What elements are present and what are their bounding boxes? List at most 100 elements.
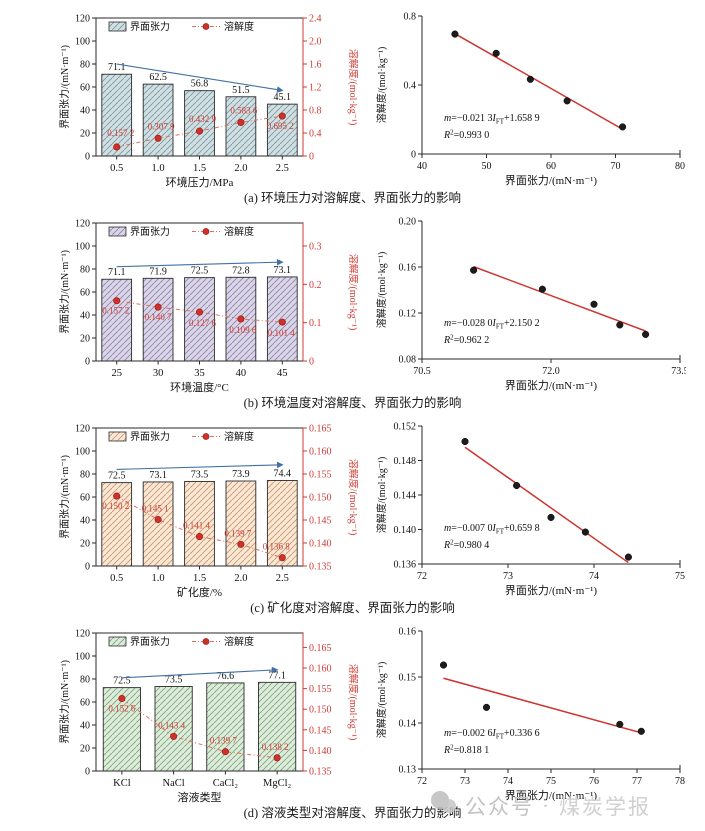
svg-text:73.1: 73.1 — [274, 265, 292, 276]
svg-text:76: 76 — [589, 776, 599, 787]
svg-text:0.152 6: 0.152 6 — [108, 703, 136, 713]
svg-text:环境压力/MPa: 环境压力/MPa — [166, 175, 234, 189]
svg-text:0.16: 0.16 — [399, 627, 417, 638]
svg-text:0.135: 0.135 — [309, 767, 332, 778]
svg-text:80: 80 — [80, 265, 90, 276]
svg-text:60: 60 — [80, 698, 90, 709]
svg-text:0.5: 0.5 — [110, 163, 123, 174]
svg-text:73.5: 73.5 — [165, 674, 183, 685]
svg-text:溶解度: 溶解度 — [224, 635, 254, 648]
svg-text:20: 20 — [80, 744, 90, 755]
svg-text:73.1: 73.1 — [149, 470, 167, 481]
svg-text:20: 20 — [80, 539, 90, 550]
svg-text:77.1: 77.1 — [268, 670, 286, 681]
svg-text:界面张力/(mN·m⁻¹): 界面张力/(mN·m⁻¹) — [505, 789, 598, 802]
svg-text:界面张力/(mN·m⁻¹): 界面张力/(mN·m⁻¹) — [58, 660, 71, 744]
panel-c-charts: 72.5 73.1 73.5 73.9 74.4 0 20 40 60 80 100 120 0.135… — [0, 416, 705, 600]
svg-text:0.13: 0.13 — [399, 765, 417, 776]
svg-text:溶解度: 溶解度 — [224, 430, 254, 443]
svg-text:72.0: 72.0 — [542, 366, 560, 377]
svg-text:72.5: 72.5 — [108, 471, 126, 482]
panel-a: 71.1 62.5 56.8 51.5 45.1 0 20 40 60 80 100 120 0 0.4 0… — [0, 6, 705, 206]
svg-text:71.1: 71.1 — [108, 62, 126, 73]
svg-text:0.5: 0.5 — [110, 573, 123, 584]
svg-text:0.152: 0.152 — [394, 422, 417, 433]
panel-d-bar-chart: 72.5 73.5 76.6 77.1 0 20 40 60 80 100 120 0.135 0.14… — [58, 621, 360, 805]
svg-text:40: 40 — [80, 721, 90, 732]
svg-text:MgCl₂: MgCl₂ — [263, 778, 292, 789]
svg-text:51.5: 51.5 — [232, 85, 250, 96]
svg-text:0.2: 0.2 — [309, 280, 322, 291]
svg-text:0.20: 0.20 — [399, 217, 417, 228]
svg-text:0.136 8: 0.136 8 — [263, 542, 291, 552]
svg-text:0.157 2: 0.157 2 — [102, 306, 129, 316]
svg-text:74.4: 74.4 — [274, 468, 292, 479]
panel-b-charts: 71.1 71.9 72.5 72.8 73.1 0 20 40 60 80 100 120 0 0.1 0… — [0, 211, 705, 395]
panel-a-caption: (a) 环境压力对溶解度、界面张力的影响 — [244, 191, 461, 205]
panel-c: 72.5 73.1 73.5 73.9 74.4 0 20 40 60 80 100 120 0.135… — [0, 416, 705, 616]
scatter-chart-svg: 70.5 72.0 73.5 0.08 0.12 0.16 0.20 界面张力/(mN·m⁻¹… — [375, 217, 689, 393]
svg-text:0.101 4: 0.101 4 — [268, 328, 296, 338]
svg-text:0.150 2: 0.150 2 — [102, 501, 129, 511]
svg-text:73: 73 — [460, 776, 470, 787]
svg-text:0.138 2: 0.138 2 — [262, 742, 289, 752]
svg-text:0.165: 0.165 — [309, 424, 332, 435]
svg-text:界面张力/(mN·m⁻¹): 界面张力/(mN·m⁻¹) — [505, 584, 598, 597]
svg-text:0.12: 0.12 — [399, 309, 417, 320]
svg-text:0.4: 0.4 — [404, 81, 417, 92]
svg-text:0.136: 0.136 — [394, 560, 417, 571]
svg-text:溶解度/(mol·kg⁻¹): 溶解度/(mol·kg⁻¹) — [376, 662, 388, 739]
svg-text:73.5: 73.5 — [191, 469, 209, 480]
svg-text:0.140: 0.140 — [309, 539, 332, 550]
svg-text:界面张力/(mN·m⁻¹): 界面张力/(mN·m⁻¹) — [58, 45, 71, 129]
svg-text:溶解度/(mol·kg⁻¹): 溶解度/(mol·kg⁻¹) — [347, 664, 358, 741]
svg-text:73.5: 73.5 — [671, 366, 686, 377]
svg-text:2.5: 2.5 — [276, 573, 289, 584]
svg-text:40: 40 — [417, 161, 427, 172]
svg-text:80: 80 — [80, 675, 90, 686]
svg-text:74: 74 — [503, 776, 513, 787]
svg-text:m=−0.007 0IFT+0.659 8: m=−0.007 0IFT+0.659 8 — [444, 523, 540, 536]
svg-text:56.8: 56.8 — [191, 79, 209, 90]
svg-text:KCl: KCl — [113, 778, 131, 789]
svg-text:72: 72 — [417, 571, 427, 582]
svg-text:0.14: 0.14 — [399, 719, 417, 730]
svg-text:35: 35 — [194, 368, 205, 379]
svg-text:0.143 4: 0.143 4 — [158, 720, 186, 730]
svg-text:R2=0.818 1: R2=0.818 1 — [443, 744, 489, 757]
svg-text:R2=0.993 0: R2=0.993 0 — [443, 129, 489, 142]
svg-text:溶解度/(mol·kg⁻¹): 溶解度/(mol·kg⁻¹) — [376, 47, 388, 124]
svg-text:1.5: 1.5 — [193, 573, 206, 584]
svg-text:60: 60 — [80, 288, 90, 299]
svg-text:溶解度/(mol·kg⁻¹): 溶解度/(mol·kg⁻¹) — [347, 49, 358, 126]
svg-text:0.695 2: 0.695 2 — [267, 121, 294, 131]
svg-text:0.160: 0.160 — [309, 447, 332, 458]
panel-d: 72.5 73.5 76.6 77.1 0 20 40 60 80 100 120 0.135 0.14… — [0, 621, 705, 821]
svg-text:0.145: 0.145 — [309, 516, 332, 527]
svg-text:0.150: 0.150 — [309, 493, 332, 504]
svg-text:m=−0.021 3IFT+1.658 9: m=−0.021 3IFT+1.658 9 — [444, 113, 540, 126]
svg-text:71.9: 71.9 — [149, 266, 167, 277]
svg-text:0: 0 — [411, 150, 416, 161]
svg-text:R2=0.980 4: R2=0.980 4 — [443, 539, 489, 552]
svg-text:0.4: 0.4 — [309, 129, 322, 140]
svg-text:界面张力/(mN·m⁻¹): 界面张力/(mN·m⁻¹) — [58, 455, 71, 539]
scatter-chart-svg: 72 73 74 75 0.136 0.140 0.144 0.148 0.152 界面张力/(m… — [375, 422, 685, 598]
svg-text:45.1: 45.1 — [274, 92, 292, 103]
svg-text:80: 80 — [80, 60, 90, 71]
svg-text:40: 40 — [80, 106, 90, 117]
svg-text:2.0: 2.0 — [234, 573, 247, 584]
svg-text:0.155: 0.155 — [309, 684, 332, 695]
svg-text:72: 72 — [417, 776, 427, 787]
svg-text:0.160: 0.160 — [309, 664, 332, 675]
svg-text:45: 45 — [277, 368, 288, 379]
svg-text:25: 25 — [111, 368, 122, 379]
panel-b-caption: (b) 环境温度对溶解度、界面张力的影响 — [243, 396, 462, 410]
svg-text:2.4: 2.4 — [309, 14, 322, 25]
svg-text:0.155: 0.155 — [309, 470, 332, 481]
svg-text:0.16: 0.16 — [399, 263, 417, 274]
svg-text:0.135: 0.135 — [309, 562, 332, 573]
svg-text:0.127 6: 0.127 6 — [189, 318, 217, 328]
svg-text:73.9: 73.9 — [232, 469, 250, 480]
svg-text:环境温度/°C: 环境温度/°C — [170, 380, 229, 394]
